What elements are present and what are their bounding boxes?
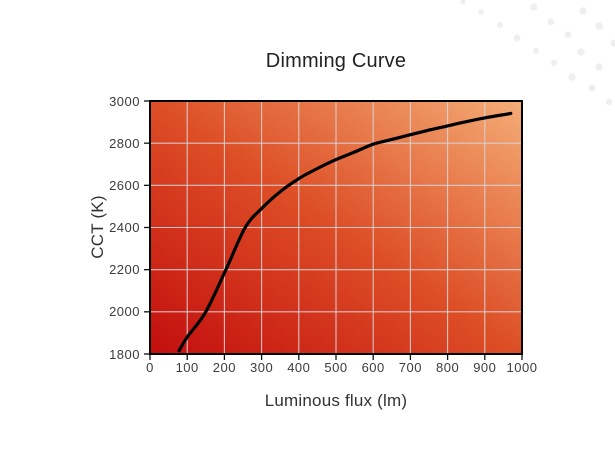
decor-dot [460,0,466,5]
y-axis-tick-labels: 1800 2000 2200 2400 2600 2800 3000 [0,94,140,362]
x-axis-title: Luminous flux (lm) [264,391,408,410]
y-tick-label: 2400 [109,220,140,235]
decor-dot [579,7,587,15]
plot-frame [149,100,523,355]
dimming-curve-line [177,111,513,353]
y-tick-label: 2800 [109,135,140,151]
decor-dot [568,73,576,81]
x-tick-label: 500 [324,360,348,375]
x-tick-label: 700 [398,360,422,375]
x-tick-label: 0 [146,360,154,375]
decor-dot [588,84,596,92]
plot-area [144,100,523,360]
decor-dot [595,63,603,71]
x-tick-label: 300 [249,360,274,375]
decor-dot [547,18,555,26]
chart-title: Dimming Curve [265,50,407,72]
decor-dot [532,47,540,55]
decor-dot [513,34,521,42]
decor-dot [577,48,585,56]
x-tick-label: 600 [361,360,385,375]
decor-dot [497,22,503,28]
decor-dot [564,31,572,39]
decor-dot [530,3,538,11]
decor-dot [610,39,615,47]
x-tick-label: 900 [473,360,497,375]
y-tick-label: 2000 [109,304,140,320]
x-tick-label: 100 [175,360,199,375]
y-tick-label: 2600 [109,177,140,193]
x-tick-label: 1000 [506,360,538,375]
x-tick-label: 200 [212,360,236,375]
y-tick-label: 1800 [109,346,140,362]
decor-dot [605,98,613,106]
y-tick-label: 2200 [109,262,140,278]
decor-dot [478,9,484,15]
y-tick-label: 3000 [109,93,140,109]
dimming-curve-plot [144,100,523,360]
decor-dot [595,22,603,30]
x-axis-tick-labels: 0 100 200 300 400 500 600 700 800 900 1000 [146,360,537,376]
x-tick-label: 400 [287,360,311,375]
decor-dot [550,59,558,67]
x-tick-label: 800 [435,360,460,375]
